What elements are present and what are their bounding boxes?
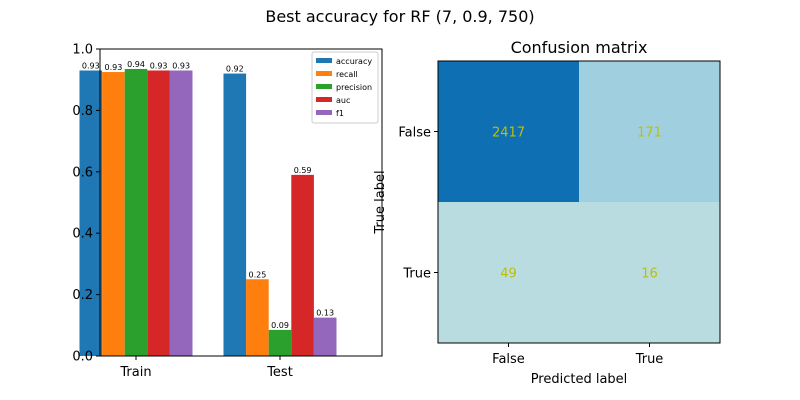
confusion-matrix-frame bbox=[437, 60, 721, 344]
cm-value-1-1: 16 bbox=[641, 267, 658, 282]
bar-recall-train bbox=[102, 72, 125, 357]
confusion-matrix-x-label: Predicted label bbox=[531, 372, 628, 387]
legend-swatch-precision bbox=[316, 84, 332, 89]
bar-chart-x-axis: Train Test bbox=[119, 356, 293, 380]
bar-chart: 0.93 0.92 0.93 0.25 0.94 0.09 0.93 0.59 0.93 0.13… bbox=[72, 43, 383, 380]
confusion-matrix-values: 2417 171 49 16 bbox=[492, 126, 662, 282]
bar-chart-legend: accuracy recall precision auc f1 bbox=[311, 51, 379, 124]
confusion-matrix: Confusion matrix 2417 171 49 16 False True F… bbox=[373, 38, 721, 387]
data-label-f1-train: 0.93 bbox=[172, 61, 190, 70]
legend-label-recall: recall bbox=[336, 70, 358, 79]
cm-cell-1-0 bbox=[438, 202, 579, 343]
cm-x-tick-label-true: True bbox=[635, 352, 664, 367]
data-label-recall-train: 0.93 bbox=[104, 63, 122, 72]
bar-chart-frame bbox=[99, 48, 383, 357]
bar-f1-train bbox=[169, 70, 193, 357]
bar-chart-y-axis: 0.0 0.2 0.4 0.6 0.8 1.0 bbox=[72, 43, 100, 365]
bar-recall-test bbox=[246, 279, 269, 356]
y-tick-label: 1.0 bbox=[72, 43, 93, 58]
data-label-auc-test: 0.59 bbox=[294, 166, 312, 175]
legend-swatch-recall bbox=[316, 71, 332, 76]
figure-suptitle: Best accuracy for RF (7, 0.9, 750) bbox=[265, 7, 534, 26]
y-tick-label: 0.8 bbox=[72, 104, 93, 119]
bar-accuracy-train bbox=[79, 70, 103, 357]
bar-chart-bars bbox=[79, 68, 337, 357]
confusion-matrix-y-axis: False True bbox=[398, 126, 438, 282]
data-label-precision-train: 0.94 bbox=[127, 60, 145, 69]
legend-label-precision: precision bbox=[336, 83, 372, 92]
data-label-recall-test: 0.25 bbox=[248, 270, 266, 279]
cm-value-0-1: 171 bbox=[637, 126, 662, 141]
y-tick-label: 0.6 bbox=[72, 165, 93, 180]
cm-cell-0-0 bbox=[438, 61, 579, 202]
confusion-matrix-cells bbox=[438, 61, 720, 343]
cm-cell-1-1 bbox=[579, 202, 720, 343]
confusion-matrix-y-label: True label bbox=[373, 170, 388, 234]
bar-auc-train bbox=[147, 70, 170, 357]
y-tick-label: 0.0 bbox=[72, 350, 93, 365]
legend-swatch-f1 bbox=[316, 110, 332, 115]
data-label-accuracy-train: 0.93 bbox=[82, 61, 100, 70]
bar-accuracy-test bbox=[223, 73, 247, 356]
cm-cell-0-1 bbox=[579, 61, 720, 202]
cm-x-tick-label-false: False bbox=[492, 352, 525, 367]
bar-chart-data-labels: 0.93 0.92 0.93 0.25 0.94 0.09 0.93 0.59 0.93 0.13 bbox=[82, 60, 334, 330]
bar-f1-test bbox=[313, 317, 337, 356]
data-label-precision-test: 0.09 bbox=[271, 321, 289, 330]
cm-value-0-0: 2417 bbox=[492, 126, 525, 141]
y-tick-label: 0.4 bbox=[72, 227, 93, 242]
x-tick-label-test: Test bbox=[266, 365, 293, 380]
confusion-matrix-title: Confusion matrix bbox=[511, 38, 648, 57]
bar-auc-test bbox=[291, 174, 314, 356]
data-label-f1-test: 0.13 bbox=[316, 309, 334, 318]
legend-swatch-auc bbox=[316, 97, 332, 102]
legend-label-accuracy: accuracy bbox=[336, 57, 372, 66]
data-label-accuracy-test: 0.92 bbox=[226, 65, 244, 74]
bar-precision-train bbox=[124, 68, 148, 356]
legend-box bbox=[311, 51, 379, 124]
legend-swatch-accuracy bbox=[316, 58, 332, 63]
data-label-auc-train: 0.93 bbox=[150, 61, 168, 70]
confusion-matrix-x-axis: False True bbox=[492, 343, 663, 367]
legend-label-f1: f1 bbox=[336, 109, 344, 118]
bar-precision-test bbox=[268, 329, 292, 356]
y-tick-label: 0.2 bbox=[72, 288, 93, 303]
cm-y-tick-label-false: False bbox=[398, 126, 431, 141]
cm-value-1-0: 49 bbox=[500, 267, 517, 282]
legend-label-auc: auc bbox=[336, 96, 350, 105]
x-tick-label-train: Train bbox=[119, 365, 151, 380]
cm-y-tick-label-true: True bbox=[402, 267, 431, 282]
